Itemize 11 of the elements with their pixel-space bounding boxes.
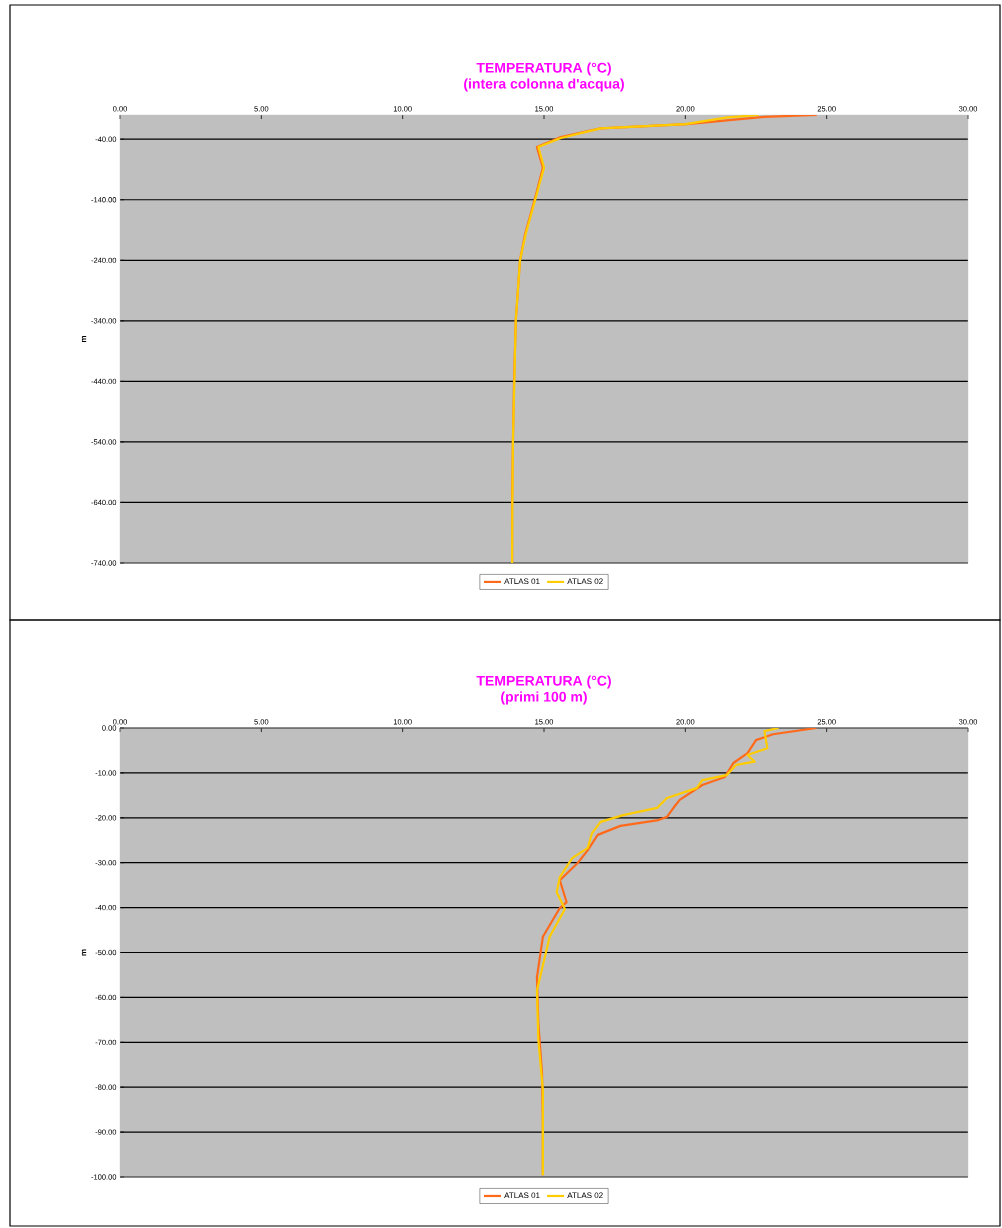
legend-label: ATLAS 01: [504, 1192, 540, 1199]
chart-title: TEMPERATURA (°C): [476, 62, 611, 76]
legend-label: ATLAS 02: [567, 1192, 603, 1199]
chart-title: TEMPERATURA (°C): [476, 675, 611, 689]
line-series: [510, 114, 760, 563]
chart-subtitle: (primi 100 m): [501, 691, 587, 705]
legend-label: ATLAS 02: [567, 578, 603, 585]
chart-subtitle: (intera colonna d'acqua): [464, 78, 624, 92]
y-axis-title: m: [81, 335, 87, 343]
y-axis-title: m: [81, 949, 87, 956]
legend-label: ATLAS 01: [504, 578, 540, 585]
